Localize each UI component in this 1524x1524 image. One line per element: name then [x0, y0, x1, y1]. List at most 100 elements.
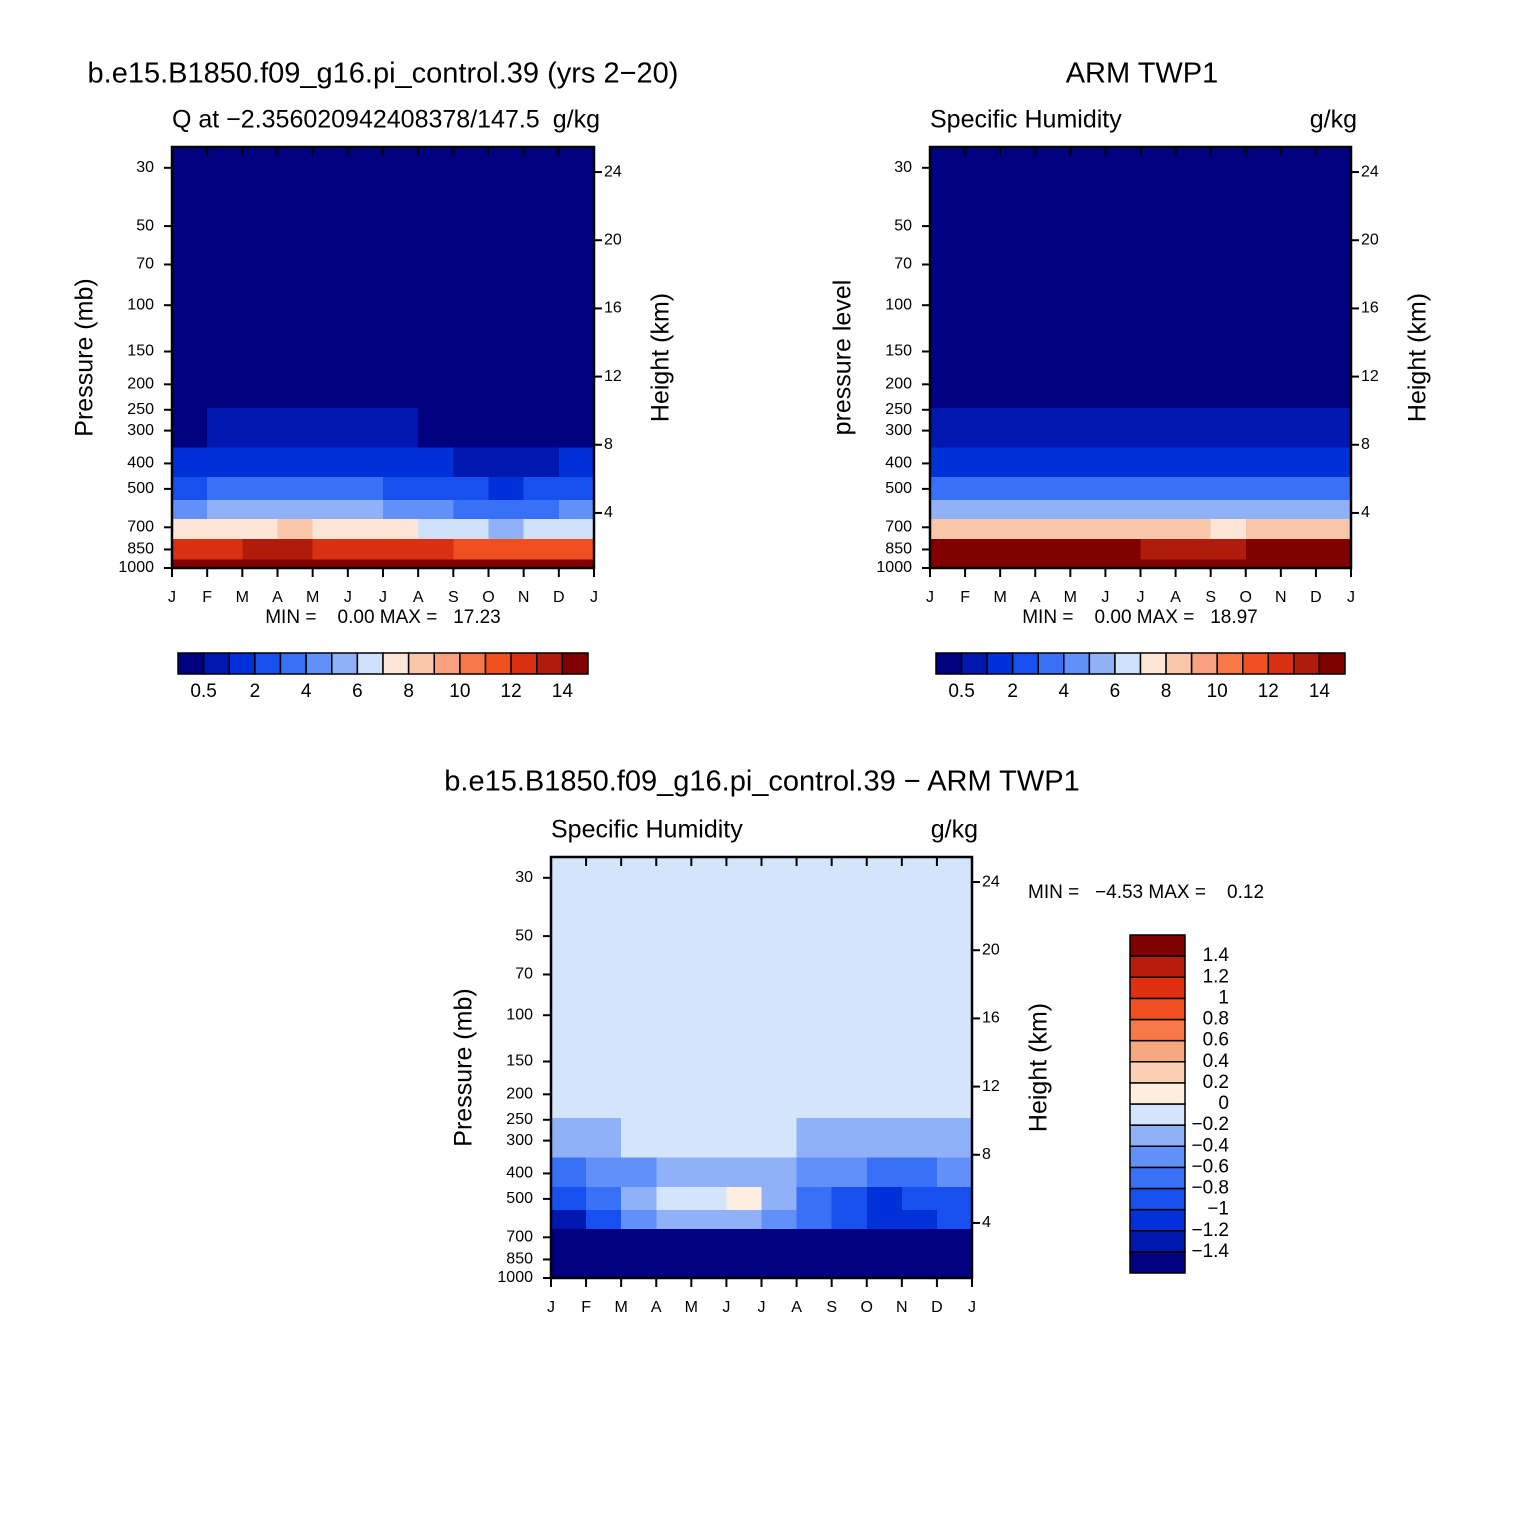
- x-tick-label: M: [1064, 589, 1077, 606]
- contour-cell: [831, 1186, 868, 1210]
- contour-cell: [453, 147, 490, 238]
- x-tick-label: J: [590, 589, 598, 606]
- y-tick-label: 400: [127, 455, 154, 472]
- contour-cell: [558, 236, 595, 346]
- y2-tick-label: 4: [982, 1214, 991, 1231]
- contour-cell: [1140, 499, 1177, 520]
- contour-cell: [383, 476, 419, 500]
- y-tick-label: 1000: [876, 559, 912, 576]
- y-tick-label: 1000: [118, 559, 154, 576]
- colorbar-box: [1165, 652, 1193, 675]
- contour-cell: [1210, 558, 1247, 569]
- colorbar-box: [986, 652, 1014, 675]
- y2-tick-label: 8: [982, 1146, 991, 1163]
- contour-cell: [523, 558, 560, 569]
- y-tick-label: 150: [127, 343, 154, 360]
- contour-cell: [383, 236, 419, 346]
- contour-cell: [1140, 407, 1177, 448]
- x-tick-label: J: [926, 589, 934, 606]
- y-tick-label: 850: [506, 1251, 533, 1268]
- contour-cell: [347, 344, 384, 409]
- contour-cell: [488, 147, 525, 238]
- contour-cell: [1000, 344, 1036, 409]
- contour-cell: [418, 236, 454, 346]
- colorbar-label: 0.5: [190, 681, 216, 702]
- colorbar-label: 8: [403, 681, 414, 702]
- contour-cell: [726, 857, 763, 948]
- contour-cell: [656, 1209, 692, 1230]
- contour-cell: [621, 1209, 657, 1230]
- contour-cell: [1035, 147, 1071, 238]
- colorbar-label: 6: [352, 681, 363, 702]
- y-tick-label: 150: [885, 343, 912, 360]
- panel: J F M A M J J A S O N D J100085070050040030025020015…: [444, 766, 1264, 1317]
- contour-cell: [691, 1248, 728, 1270]
- contour-cell: [1000, 407, 1036, 448]
- contour-cell: [965, 147, 1001, 238]
- contour-cell: [488, 236, 525, 346]
- y-tick-label: 100: [885, 296, 912, 313]
- colorbar-box: [1129, 997, 1186, 1021]
- colorbar-box: [1318, 652, 1346, 675]
- contour-cell: [242, 558, 279, 569]
- contour-cell: [1280, 344, 1317, 409]
- colorbar-box: [484, 652, 512, 675]
- contour-cell: [172, 236, 208, 346]
- contour-cell: [312, 344, 349, 409]
- colorbar-box: [1129, 1208, 1186, 1232]
- contour-cell: [936, 946, 973, 1056]
- contour-cell: [1210, 499, 1247, 520]
- contour-cell: [312, 476, 349, 500]
- contour-cell: [726, 946, 763, 1056]
- x-tick-label: D: [553, 589, 565, 606]
- contour-cell: [936, 1054, 973, 1119]
- contour-cell: [901, 1157, 938, 1187]
- colorbar-box: [1129, 1166, 1186, 1190]
- contour-cell: [1210, 476, 1247, 500]
- contour-cell: [488, 518, 525, 539]
- colorbar-box: [202, 652, 230, 675]
- contour-cell: [488, 558, 525, 569]
- colorbar-label: 4: [301, 681, 312, 702]
- contour-cell: [1280, 558, 1317, 569]
- contour-cell: [1245, 476, 1282, 500]
- y-tick-label: 300: [885, 422, 912, 439]
- contour-cell: [691, 946, 728, 1056]
- colorbar-box: [1129, 1230, 1186, 1253]
- contour-cell: [453, 407, 490, 448]
- colorbar-box: [254, 652, 282, 675]
- contour-cell: [1105, 558, 1142, 569]
- y2-tick-label: 8: [604, 436, 613, 453]
- contour-cell: [1070, 344, 1107, 409]
- contour-cell: [277, 499, 314, 520]
- contour-cell: [866, 1248, 903, 1270]
- contour-cell: [1315, 147, 1352, 238]
- contour-cell: [621, 1268, 657, 1279]
- contour-cell: [796, 1157, 833, 1187]
- contour-cell: [558, 499, 595, 520]
- contour-cell: [901, 1054, 938, 1119]
- contour-cell: [726, 1157, 763, 1187]
- colorbar-box: [356, 652, 384, 675]
- contour-cell: [1245, 236, 1282, 346]
- contour-cell: [1000, 447, 1036, 477]
- contour-cell: [1245, 447, 1282, 477]
- contour-cell: [172, 518, 208, 539]
- contour-cell: [621, 857, 657, 948]
- contour-cell: [312, 447, 349, 477]
- contour-cell: [172, 344, 208, 409]
- contour-cell: [936, 857, 973, 948]
- contour-cell: [277, 558, 314, 569]
- contour-cell: [1280, 407, 1317, 448]
- x-tick-label: M: [615, 1299, 628, 1316]
- contour-cell: [1140, 538, 1177, 560]
- contour-cell: [586, 1228, 622, 1249]
- colorbar-label: 0.4: [1203, 1051, 1230, 1072]
- contour-cell: [1000, 558, 1036, 569]
- contour-cell: [1035, 538, 1071, 560]
- contour-cell: [558, 538, 595, 560]
- contour-cell: [312, 499, 349, 520]
- colorbar-label: 1.2: [1203, 966, 1229, 987]
- contour-cell: [418, 499, 454, 520]
- contour-cell: [523, 499, 560, 520]
